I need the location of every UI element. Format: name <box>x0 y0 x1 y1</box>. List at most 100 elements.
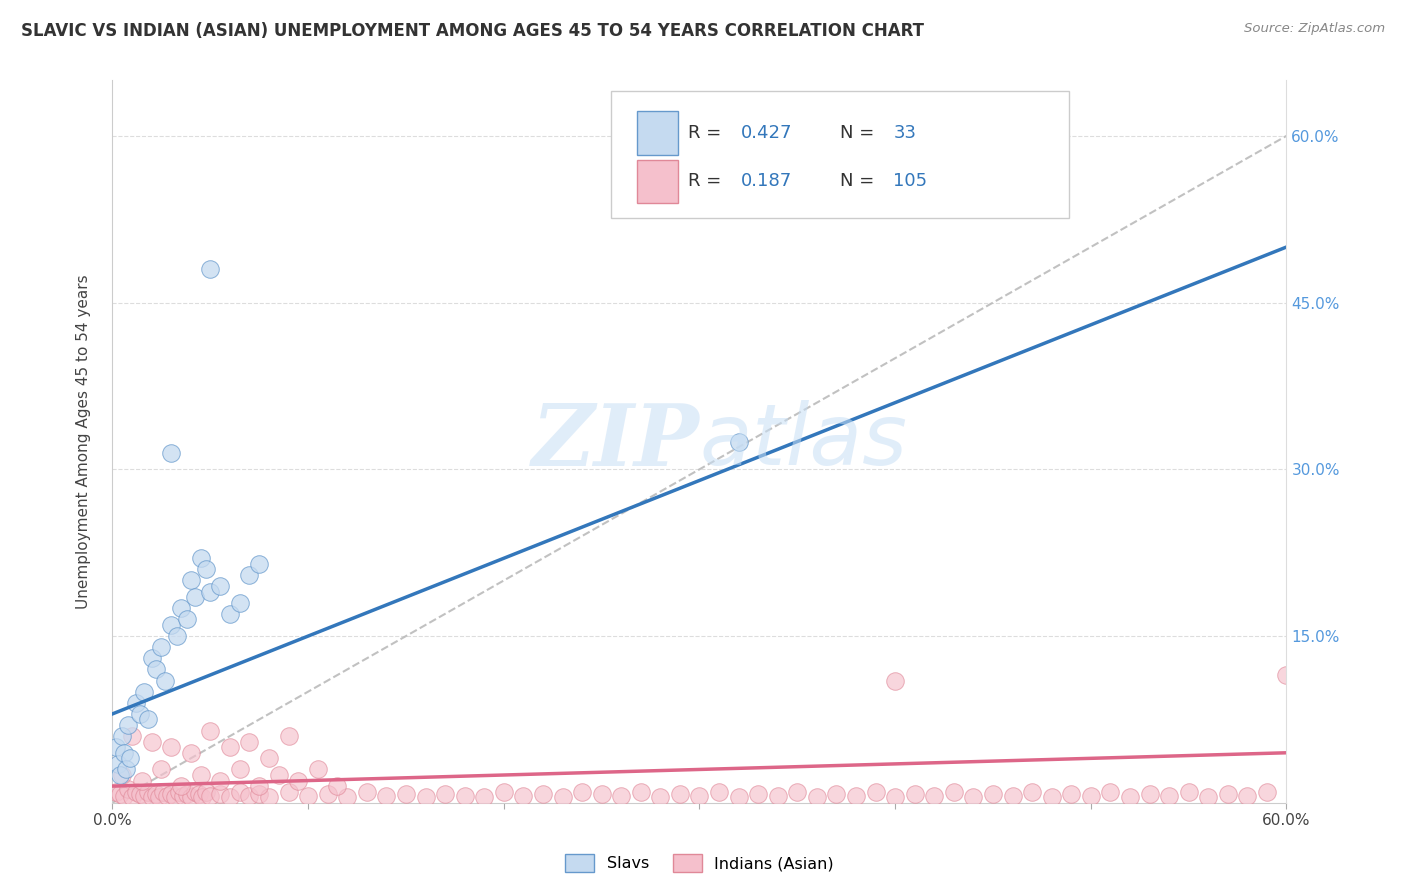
Point <box>247 787 270 801</box>
Point <box>962 790 984 805</box>
Point <box>141 790 163 805</box>
Point <box>884 673 907 688</box>
Point <box>155 673 177 688</box>
Point <box>669 787 692 801</box>
Point <box>727 790 749 805</box>
Point <box>110 768 132 782</box>
Point <box>111 768 134 782</box>
FancyBboxPatch shape <box>612 91 1070 218</box>
Point <box>904 787 927 801</box>
Point <box>1177 785 1199 799</box>
Point <box>395 787 418 801</box>
Text: N =: N = <box>841 172 880 190</box>
Point <box>922 789 945 804</box>
Point <box>845 789 868 804</box>
Point <box>160 445 183 459</box>
Point <box>1040 790 1063 805</box>
Point <box>195 562 218 576</box>
Point <box>125 785 148 799</box>
Point <box>160 787 183 801</box>
Point <box>209 579 232 593</box>
Point <box>156 789 179 804</box>
Point <box>200 723 222 738</box>
Point <box>209 773 232 788</box>
Point <box>825 787 848 801</box>
Point <box>141 734 163 748</box>
Point <box>277 729 299 743</box>
Point <box>707 785 730 799</box>
Point <box>865 785 887 799</box>
Point <box>727 434 749 449</box>
Point <box>747 787 769 801</box>
Point <box>112 746 135 760</box>
Point <box>180 746 202 760</box>
Point <box>591 787 613 801</box>
Point <box>180 574 202 588</box>
Point <box>128 706 150 721</box>
Point <box>1236 789 1258 804</box>
Point <box>307 763 329 777</box>
Point <box>160 740 183 755</box>
Point <box>183 590 205 604</box>
Point <box>247 557 270 571</box>
Text: 33: 33 <box>893 124 917 142</box>
Point <box>238 734 260 748</box>
Text: SLAVIC VS INDIAN (ASIAN) UNEMPLOYMENT AMONG AGES 45 TO 54 YEARS CORRELATION CHAR: SLAVIC VS INDIAN (ASIAN) UNEMPLOYMENT AM… <box>21 22 924 40</box>
Point <box>183 785 205 799</box>
Point <box>132 684 155 698</box>
Point <box>176 612 198 626</box>
Point <box>287 773 309 788</box>
Point <box>415 790 437 805</box>
Point <box>165 790 187 805</box>
Point <box>297 789 319 804</box>
Point <box>107 756 129 771</box>
Point <box>148 790 170 805</box>
Point <box>1159 789 1181 804</box>
Point <box>434 787 457 801</box>
Point <box>187 787 209 801</box>
Point <box>136 785 159 799</box>
Point <box>238 789 260 804</box>
Point <box>884 790 907 805</box>
Text: atlas: atlas <box>699 400 907 483</box>
Point <box>200 789 222 804</box>
Point <box>195 785 218 799</box>
Point <box>531 787 554 801</box>
Point <box>180 790 202 805</box>
Point <box>172 789 194 804</box>
Point <box>806 790 828 805</box>
Text: N =: N = <box>841 124 880 142</box>
Point <box>121 729 143 743</box>
Point <box>150 640 173 655</box>
Point <box>117 718 139 732</box>
Point <box>160 618 183 632</box>
Point <box>650 790 672 805</box>
Point <box>228 785 250 799</box>
Point <box>150 763 173 777</box>
Point <box>190 551 212 566</box>
Point <box>571 785 593 799</box>
Point <box>453 789 475 804</box>
Point <box>512 789 534 804</box>
Point <box>170 601 193 615</box>
Point <box>145 662 167 676</box>
Point <box>1001 789 1024 804</box>
Bar <box>637 112 678 154</box>
Text: R =: R = <box>688 124 727 142</box>
Point <box>1021 785 1043 799</box>
Point <box>228 596 250 610</box>
Point <box>336 790 359 805</box>
Point <box>105 785 128 799</box>
Legend: Slavs, Indians (Asian): Slavs, Indians (Asian) <box>558 847 841 878</box>
Text: 105: 105 <box>893 172 928 190</box>
Point <box>152 785 174 799</box>
Point <box>981 787 1004 801</box>
Point <box>1275 668 1298 682</box>
Point <box>218 740 242 755</box>
Point <box>218 790 242 805</box>
Point <box>610 789 633 804</box>
Point <box>766 789 789 804</box>
Point <box>115 763 138 777</box>
Point <box>200 584 222 599</box>
Point <box>1256 785 1278 799</box>
